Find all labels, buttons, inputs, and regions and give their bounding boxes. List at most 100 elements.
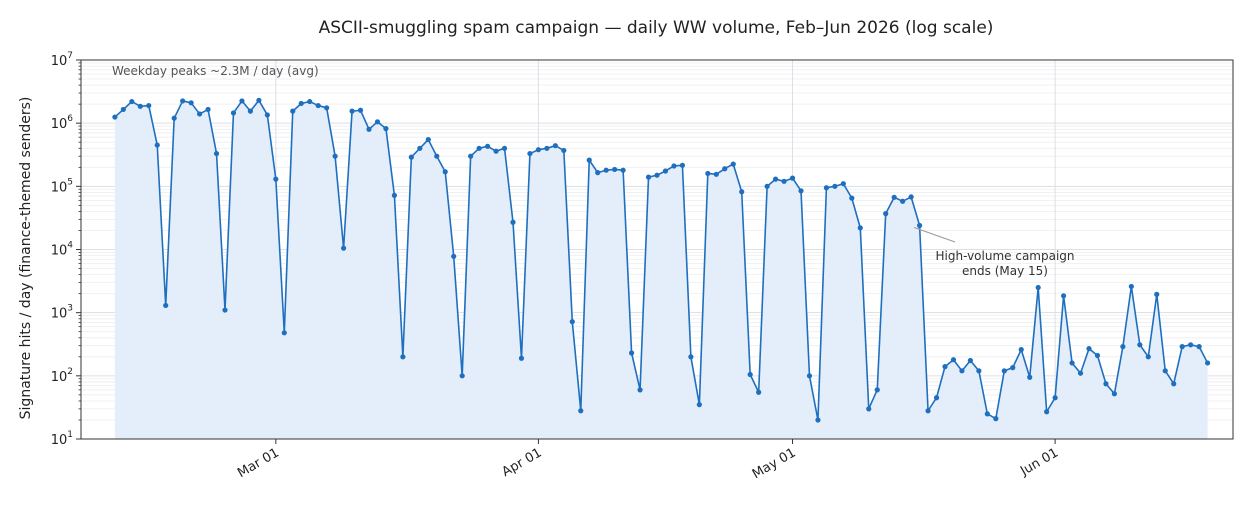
data-point <box>1069 360 1075 366</box>
data-point <box>789 175 796 181</box>
data-point <box>290 108 296 114</box>
data-point <box>781 178 787 184</box>
data-point <box>1010 365 1016 371</box>
data-point <box>408 154 414 160</box>
x-axis: Mar 01 Apr 01 May 01 Jun 01 <box>235 439 1061 482</box>
data-point <box>637 387 643 393</box>
data-point <box>510 219 516 225</box>
data-point <box>120 106 126 113</box>
data-point <box>400 354 406 360</box>
data-point <box>645 174 652 180</box>
data-point <box>129 98 135 105</box>
series-line-layer <box>114 99 1209 421</box>
data-point <box>383 126 389 132</box>
y-tick-label: 105 <box>51 177 73 195</box>
data-point <box>1128 283 1134 290</box>
data-point <box>950 357 957 363</box>
data-point <box>417 145 423 151</box>
data-point <box>628 350 635 356</box>
data-point <box>222 307 228 313</box>
data-point <box>501 145 508 151</box>
data-point <box>112 114 118 120</box>
data-point <box>739 189 745 195</box>
data-point <box>586 157 592 163</box>
data-point <box>205 106 211 113</box>
data-point <box>171 115 177 121</box>
data-point <box>993 416 999 422</box>
y-tick-label: 106 <box>51 114 74 132</box>
data-point <box>747 371 753 378</box>
data-point <box>476 145 482 151</box>
data-point <box>544 145 550 151</box>
data-point <box>493 148 499 154</box>
data-point <box>764 183 770 189</box>
data-point <box>188 100 194 106</box>
annotation-text: ends (May 15) <box>962 264 1048 278</box>
data-point <box>468 153 474 159</box>
data-point <box>459 373 465 379</box>
data-point <box>527 150 533 157</box>
data-point <box>154 142 160 148</box>
data-point <box>976 368 982 374</box>
data-point <box>866 406 872 412</box>
data-point <box>654 172 660 178</box>
data-point <box>722 166 728 172</box>
annotation-text: High-volume campaign <box>935 249 1074 263</box>
y-tick-label: 104 <box>51 241 74 259</box>
data-point <box>705 170 711 177</box>
data-point <box>332 153 338 159</box>
data-point <box>1086 345 1092 352</box>
data-point <box>315 102 321 109</box>
series-area <box>114 100 1208 439</box>
y-axis: 101 102 103 104 105 106 107 <box>51 51 81 448</box>
data-point <box>349 108 355 114</box>
data-point <box>1103 381 1109 387</box>
data-point <box>933 395 940 401</box>
data-point <box>908 194 914 200</box>
data-point <box>1111 391 1118 397</box>
data-point <box>1001 368 1007 374</box>
data-point <box>569 319 575 325</box>
data-point <box>1179 344 1185 350</box>
data-point <box>900 198 906 204</box>
data-point <box>874 387 880 393</box>
data-point <box>425 136 431 143</box>
y-tick-label: 102 <box>51 367 73 385</box>
data-point <box>688 354 694 360</box>
data-point <box>1188 342 1194 348</box>
data-point <box>281 330 287 336</box>
data-point <box>925 408 931 414</box>
data-point <box>230 110 237 116</box>
data-point <box>374 119 381 125</box>
data-point <box>603 167 609 173</box>
data-point <box>535 147 542 153</box>
data-point <box>239 98 245 104</box>
data-point <box>298 100 304 107</box>
data-point <box>366 126 372 132</box>
data-point <box>832 183 838 189</box>
data-point <box>595 170 601 176</box>
data-point <box>849 195 855 201</box>
chart-title: ASCII-smuggling spam campaign — daily WW… <box>319 18 994 38</box>
data-point <box>264 112 270 118</box>
series-line <box>114 99 1209 421</box>
data-point <box>213 150 220 157</box>
data-point <box>713 171 719 177</box>
data-point <box>324 105 330 111</box>
data-point <box>1196 344 1202 350</box>
data-point <box>1060 293 1067 299</box>
data-point <box>1094 352 1101 359</box>
data-point <box>1154 291 1160 297</box>
data-point <box>137 103 143 109</box>
data-point <box>1204 360 1211 366</box>
data-point <box>247 108 254 114</box>
data-point <box>357 107 364 113</box>
data-point <box>891 194 897 200</box>
data-point <box>730 161 736 167</box>
data-point <box>823 185 830 191</box>
data-point <box>1171 381 1177 387</box>
data-point <box>1137 342 1143 348</box>
data-point <box>815 417 821 423</box>
data-point <box>273 176 279 182</box>
